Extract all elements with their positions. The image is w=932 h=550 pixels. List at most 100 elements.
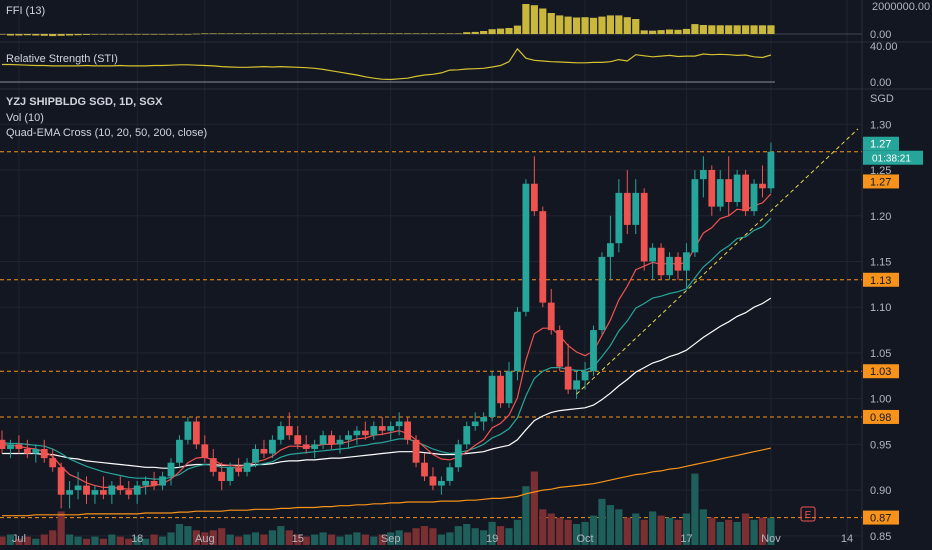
ffi-bar <box>74 34 82 36</box>
volume-bar <box>218 528 226 545</box>
volume-bar <box>412 528 420 545</box>
ffi-bar <box>665 29 674 34</box>
price-tag-bg <box>863 174 899 189</box>
volume-bar <box>361 534 369 545</box>
ffi-bar <box>547 13 555 34</box>
ffi-bar <box>632 19 640 34</box>
ffi-bar <box>49 34 57 37</box>
ffi-bar <box>294 33 302 34</box>
rs-pane-title[interactable]: Relative Strength (STI) <box>6 53 118 65</box>
volume-bar <box>556 517 564 545</box>
ffi-bar <box>142 34 150 35</box>
candle-body <box>91 490 99 495</box>
support-levels <box>0 151 862 519</box>
volume-title[interactable]: Vol (10) <box>6 112 44 124</box>
ffi-bar <box>251 33 260 34</box>
candle-body <box>294 435 302 445</box>
volume-bar <box>530 471 538 545</box>
candle-body <box>252 448 259 463</box>
candle-body <box>623 192 631 225</box>
candle-body <box>336 439 344 445</box>
candle-body <box>725 179 733 203</box>
ema-title[interactable]: Quad-EMA Cross (10, 20, 50, 200, close) <box>6 127 208 139</box>
volume-bar <box>49 530 57 545</box>
axis-tick-label: 1.10 <box>870 302 891 314</box>
volume-bar <box>192 530 200 545</box>
candle-body <box>421 462 428 477</box>
volume-bar <box>184 526 192 545</box>
ffi-bar <box>725 25 733 34</box>
volume-bar <box>23 536 31 545</box>
candle-body <box>0 439 6 449</box>
volume-bar <box>268 530 276 545</box>
ffi-bar <box>116 34 124 35</box>
time-tick-label: Oct <box>576 533 593 545</box>
candle-body <box>116 485 124 491</box>
price-labels: 1.27 01:38:21 1.27 1.13 1.03 0.98 0.87 <box>863 136 923 525</box>
volume-bar <box>387 532 395 545</box>
volume-bar <box>539 509 547 545</box>
axis-tick-label: 1.20 <box>870 211 891 223</box>
volume-bar <box>716 521 724 545</box>
countdown-bg <box>863 150 923 165</box>
volume-bar <box>665 517 674 545</box>
ema50-line <box>2 297 772 469</box>
ffi-bar <box>302 33 310 34</box>
volume-bar <box>505 528 513 545</box>
ffi-bar <box>446 33 454 34</box>
ffi-pane-title[interactable]: FFI (13) <box>6 5 46 17</box>
candle-body <box>530 183 538 212</box>
candle-body <box>218 471 226 481</box>
volume-bar <box>725 519 733 545</box>
price-tag-bg <box>863 409 899 424</box>
time-tick-label: Sep <box>381 533 401 545</box>
ffi-bar <box>125 34 133 35</box>
volume-bar <box>311 534 319 545</box>
ffi-bar <box>260 33 268 34</box>
candle-body <box>767 151 775 189</box>
candle-body <box>311 444 319 449</box>
ffi-bar <box>581 17 589 34</box>
volume-bar <box>615 509 623 545</box>
candle-body <box>49 458 57 468</box>
volume-bar <box>336 536 344 545</box>
ffi-bar <box>556 15 564 34</box>
ffi-bar <box>573 17 581 34</box>
ffi-bar <box>649 30 657 34</box>
ffi-bar <box>454 33 462 34</box>
candle-body <box>632 192 640 225</box>
volume-bar <box>353 532 361 545</box>
candle-body <box>446 467 454 481</box>
ffi-bar <box>564 16 572 34</box>
candle-body <box>691 179 699 253</box>
volume-bar <box>682 513 691 545</box>
ffi-bar <box>513 25 522 34</box>
candle-body <box>40 448 48 459</box>
candle-body <box>269 439 276 454</box>
candle-body <box>83 485 90 495</box>
candle-body <box>750 183 758 212</box>
candle-body <box>133 485 141 495</box>
ffi-bar <box>412 33 420 34</box>
candle-body <box>285 426 293 436</box>
symbol-title[interactable]: YZJ SHIPBLDG SGD, 1D, SGX <box>6 96 163 108</box>
candle-body <box>480 416 488 422</box>
ffi-bar <box>82 34 91 35</box>
ffi-bar <box>691 24 699 34</box>
volume-bar <box>581 521 589 545</box>
candle-body <box>733 174 741 203</box>
volume-bar <box>226 534 234 545</box>
ffi-bar <box>750 25 758 34</box>
volume-bar <box>429 528 437 545</box>
ffi-bar <box>184 34 192 35</box>
volume-bar <box>40 534 48 545</box>
volume-bar <box>294 534 302 545</box>
ffi-bar <box>522 4 530 34</box>
ffi-bar <box>623 17 631 34</box>
rs-pane <box>0 47 775 83</box>
volume-bar <box>116 536 124 545</box>
ffi-bar <box>192 33 200 35</box>
volume-bar <box>125 538 133 545</box>
earnings-badge[interactable] <box>800 506 816 522</box>
